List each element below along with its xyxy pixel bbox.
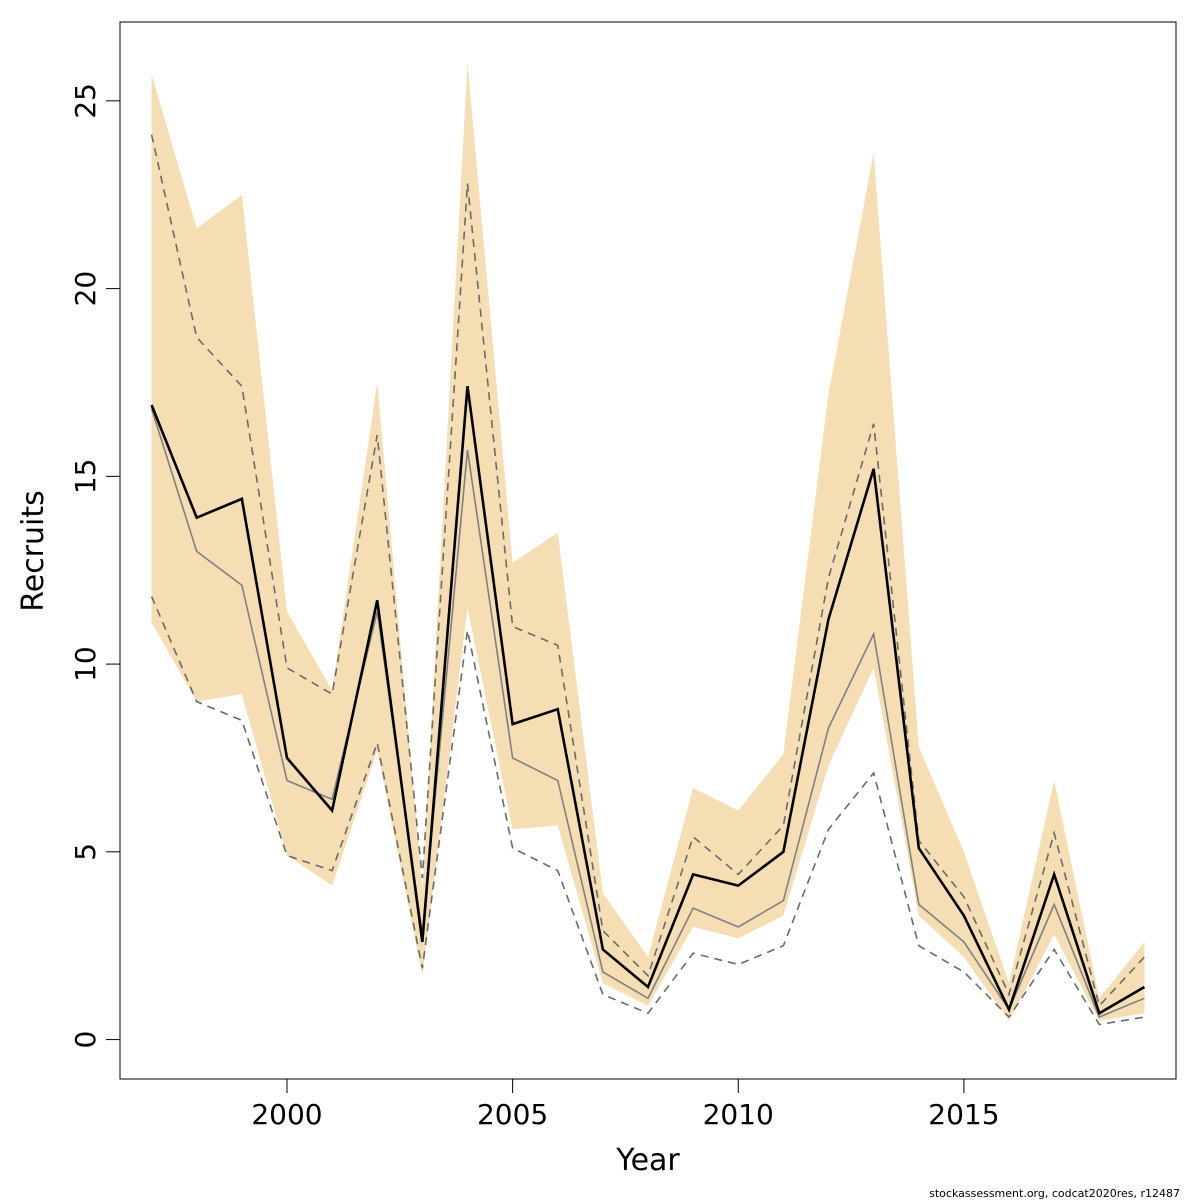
y-tick-label: 20 (69, 271, 102, 307)
confidence-band-layer (151, 63, 1145, 1021)
y-tick-label: 15 (69, 459, 102, 495)
y-axis-title: Recruits (16, 490, 51, 612)
y-tick-label: 25 (69, 83, 102, 119)
x-tick-label: 2010 (703, 1098, 774, 1131)
series-layer (150, 134, 1146, 1026)
x-axis-title: Year (615, 1143, 680, 1178)
y-tick-label: 0 (69, 1031, 102, 1049)
recruits-main-line (150, 386, 1146, 1016)
lower-dashed-line (150, 596, 1145, 1026)
y-tick-label: 5 (69, 843, 102, 861)
y-axis: 0 5 10 15 20 25 (69, 83, 121, 1049)
confidence-band (151, 63, 1145, 1021)
footer-credit: stockassessment.org, codcat2020res, r124… (929, 1187, 1180, 1200)
x-tick-label: 2000 (251, 1098, 322, 1131)
x-axis: 2000 2005 2010 2015 (251, 1078, 1000, 1131)
x-tick-label: 2005 (477, 1098, 548, 1131)
y-tick-label: 10 (69, 646, 102, 682)
upper-dashed-line (150, 134, 1145, 1008)
x-tick-label: 2015 (928, 1098, 999, 1131)
